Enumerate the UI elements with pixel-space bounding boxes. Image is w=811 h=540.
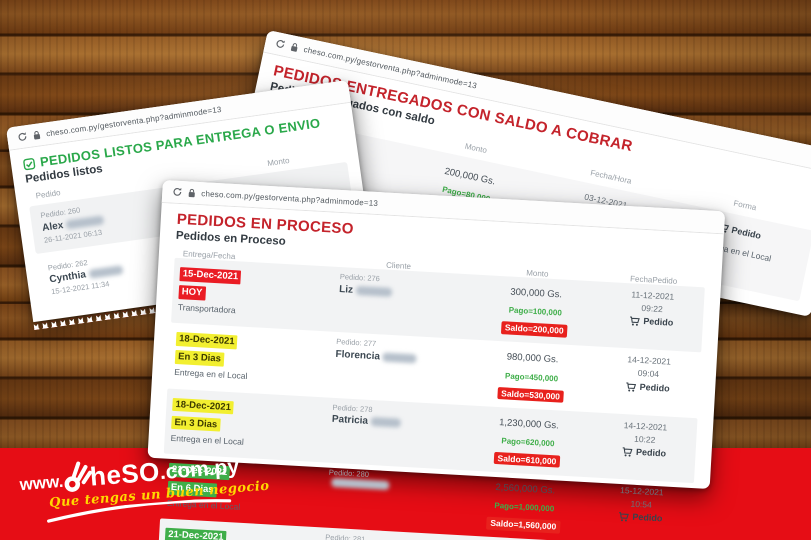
ok-hand-icon [64,461,92,492]
fecha-pedido-cell: 14-12-2021 09:04 Pedido [595,352,701,412]
page-title: PEDIDOS LISTOS PARA ENTREGA O ENVIO [22,112,342,172]
monto-value: 300,000 Gs. [510,286,563,301]
cliente-cell: Pedido: 276 Liz [321,271,472,333]
plazo-badge: HOY [178,285,206,301]
monto-value: 2,560,000 Gs. [495,481,556,497]
fecha-pedido-cell: 15-12-2021 10:54 Pedido [588,482,694,540]
table-row: 18-Dec-2021 En 3 Dias Entrega en el Loca… [163,388,698,483]
fecha-pedido-cell: 14-12-2021 10:22 Pedido [591,417,697,477]
modo-entrega: Transportadora [177,302,236,316]
saldo-badge: Saldo=610,000 [493,451,561,468]
entrega-cell: 18-Dec-2021 En 3 Dias Entrega en el Loca… [168,328,321,391]
pago-value: Pago=450,000 [504,370,559,383]
fecha-entrega-badge: 18-Dec-2021 [175,332,238,350]
modo-entrega: Entrega en el Local [174,367,248,382]
pago-value: Pago=100,000 [508,305,563,318]
redacted-name [355,285,393,297]
pedido-link[interactable]: Pedido [622,445,667,461]
hora: 10:54 [630,498,653,510]
lock-icon [290,42,298,52]
monto-value: 200,000 Gs. [443,165,497,188]
cliente-cell: Pedido: 281 Limpia [307,532,458,540]
table-row: 15-Dec-2021 HOY Transportadora Pedido: 2… [171,257,705,353]
browser-chrome: cheso.com.py/gestorventa.php?adminmode=1… [263,30,811,176]
monto-cell: 980,000 Gs. Pago=450,000 Saldo=530,000 [465,345,598,406]
plazo-badge: En 3 Dias [174,350,225,367]
cliente-cell: Pedido: 280 [310,467,461,529]
client-name: Florencia [335,348,381,363]
url-bar[interactable]: cheso.com.py/gestorventa.php?adminmode=1… [201,188,379,208]
redacted-name [382,352,418,364]
logo-tld: .com.py [158,455,240,485]
monto-value: 980,000 Gs. [506,351,559,366]
client-name: Patricia [331,414,369,428]
saldo-badge: Saldo=200,000 [500,321,568,338]
reload-icon[interactable] [274,38,286,50]
plazo-badge: En 3 Dias [171,415,221,432]
monto-cell: 2,560,000 Gs. Pago=1,000,000 Saldo=1,560… [458,475,591,536]
fecha-entrega-badge: 18-Dec-2021 [172,397,235,415]
table-row: 21-Dec-2021 En 6 Dias Entrega en el Loca… [160,453,694,540]
redacted-name [331,477,390,490]
cheso-logo: www. heSO .com.py Que tengas un buen neg… [18,442,282,525]
cliente-cell: Pedido: 278 Patricia [314,401,465,463]
entrega-cell: 21-Dec-2021 En 6 Dias Entrega en el Loca… [157,523,310,540]
window-proceso: cheso.com.py/gestorventa.php?adminmode=1… [147,180,726,540]
pago-value: Pago=620,000 [501,436,555,449]
hora: 09:22 [641,303,663,315]
monto-cell: 1,230,000 Gs. Pago=620,000 Saldo=610,000 [462,410,595,471]
fecha: 15-12-2021 [619,484,664,498]
client-name: Liz [338,283,354,296]
cart-icon [623,447,633,457]
fecha-pedido-cell: 11-12-2021 09:22 Pedido [599,287,705,347]
cart-icon [630,316,641,327]
lock-icon [33,130,41,140]
logo-brand: heSO [88,456,161,492]
monto-cell: 300,000 Gs. Pago=100,000 Saldo=200,000 [469,279,602,340]
pedido-link[interactable]: Pedido [618,510,663,526]
cliente-cell: Pedido: 277 Florencia [317,336,468,398]
reload-icon[interactable] [172,187,183,198]
pedido-link[interactable]: Pedido [629,315,674,331]
saldo-badge: Saldo=530,000 [496,386,565,403]
browser-chrome: cheso.com.py/gestorventa.php?adminmode=1… [6,79,351,151]
cart-icon [626,381,637,392]
window-listos: cheso.com.py/gestorventa.php?adminmode=1… [6,79,377,331]
cart-icon [619,512,630,522]
pago-value: Pago=1,000,000 [494,501,555,514]
fecha-entrega-badge: 15-Dec-2021 [179,267,242,285]
redacted-name [370,417,402,428]
swoosh-underline [47,499,232,523]
fecha-entrega-badge: 21-Dec-2021 [164,527,227,540]
reload-icon[interactable] [17,131,28,142]
hora: 09:04 [637,368,660,380]
check-icon [23,157,36,170]
entrega-cell: 15-Dec-2021 HOY Transportadora [171,263,324,326]
fecha: 14-12-2021 [627,354,672,367]
logo-www: www. [18,471,65,495]
fecha: 14-12-2021 [623,419,668,433]
pedido-link[interactable]: Pedido [625,380,670,396]
lock-icon [188,188,195,197]
monto-value: 1,230,000 Gs. [498,416,560,431]
browser-chrome: cheso.com.py/gestorventa.php?adminmode=1… [161,180,726,235]
saldo-badge: Saldo=1,560,000 [486,516,561,534]
pedido-number: Pedido: 281 [325,532,366,540]
fecha: 11-12-2021 [631,289,675,302]
hora: 10:22 [633,433,656,445]
table-row: 18-Dec-2021 En 3 Dias Entrega en el Loca… [167,323,701,418]
